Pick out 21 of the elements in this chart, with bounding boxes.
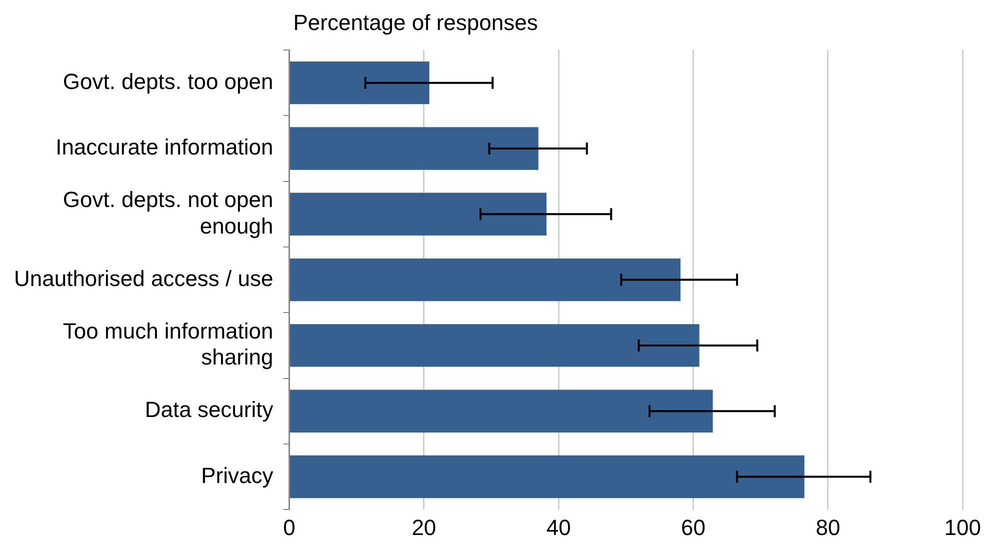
bar xyxy=(290,455,804,498)
x-tick-label: 100 xyxy=(944,514,982,540)
y-tick-label: Too much information sharing xyxy=(62,318,274,370)
x-tick-label: 20 xyxy=(412,514,436,540)
y-tick-label: Privacy xyxy=(201,462,274,488)
x-tick-label: 0 xyxy=(283,514,296,540)
bar xyxy=(290,390,713,432)
bar xyxy=(290,258,680,302)
x-tick-label: 60 xyxy=(681,514,706,540)
y-tick-label: Govt. depts. not open enough xyxy=(62,187,274,238)
bar xyxy=(290,61,430,104)
y-tick-label: Unauthorised access / use xyxy=(14,266,274,291)
x-axis-title: Percentage of responses xyxy=(293,10,538,35)
y-tick-label: Inaccurate information xyxy=(56,134,274,160)
bar xyxy=(290,192,546,236)
y-tick-label: Govt. depts. too open xyxy=(62,68,274,94)
y-tick-label: Data security xyxy=(144,397,274,422)
bar xyxy=(290,324,700,367)
bar xyxy=(290,127,538,170)
x-tick-label: 80 xyxy=(816,514,840,540)
x-tick-label: 40 xyxy=(546,514,571,540)
